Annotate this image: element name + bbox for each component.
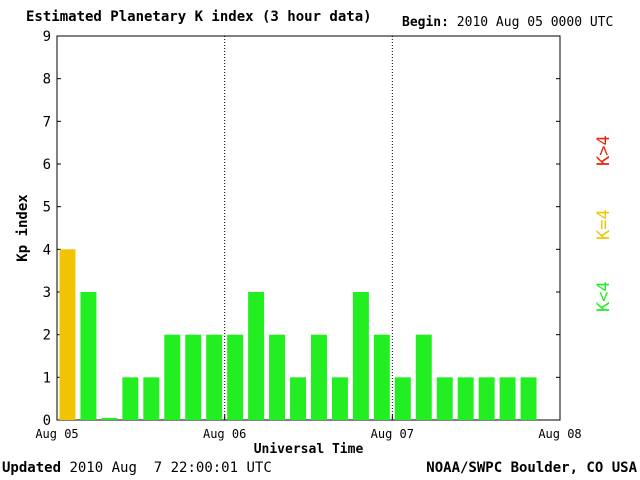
kp-bar — [373, 334, 390, 420]
kp-bar — [80, 292, 97, 420]
kp-bar — [269, 334, 286, 420]
legend-k-equal-4: K=4 — [594, 209, 614, 240]
kp-bar — [457, 377, 474, 420]
y-tick-label: 4 — [43, 242, 51, 258]
kp-bar — [394, 377, 411, 420]
legend-k-equal-4-label: K=4 — [594, 209, 614, 240]
kp-bar — [499, 377, 516, 420]
kp-bar — [415, 334, 432, 420]
y-tick-label: 1 — [43, 370, 51, 386]
updated-label: Updated — [2, 460, 62, 476]
begin-value: 2010 Aug 05 0000 UTC — [456, 15, 614, 30]
updated-timestamp: Updated 2010 Aug 7 22:00:01 UTC — [2, 460, 272, 476]
y-tick-label: 2 — [43, 328, 51, 344]
kp-bar — [436, 377, 453, 420]
x-tick-label: Aug 07 — [371, 427, 414, 441]
legend-k-below-4: K<4 — [594, 281, 614, 312]
kp-bar — [227, 334, 244, 420]
x-tick-label: Aug 08 — [538, 427, 581, 441]
begin-time: Begin: 2010 Aug 05 0000 UTC — [402, 15, 613, 30]
kp-bar — [311, 334, 327, 420]
kp-bar — [122, 377, 139, 420]
kp-bar — [331, 377, 348, 420]
kp-bar — [59, 249, 76, 420]
y-axis-label: Kp index — [15, 194, 31, 262]
kp-bar — [248, 292, 265, 420]
kp-bar — [290, 377, 306, 420]
y-tick-label: 7 — [43, 114, 51, 130]
kp-bar — [352, 292, 369, 420]
kp-bar — [478, 377, 495, 420]
x-tick-label: Aug 05 — [35, 427, 78, 441]
kp-bar — [164, 334, 181, 420]
y-tick-label: 5 — [43, 200, 51, 216]
y-tick-label: 0 — [43, 413, 51, 429]
y-tick-label: 6 — [43, 157, 51, 173]
x-tick-label: Aug 06 — [203, 427, 246, 441]
plot-frame — [56, 35, 561, 421]
begin-label: Begin: — [402, 15, 449, 30]
y-tick-label: 3 — [43, 285, 51, 301]
credit-line: NOAA/SWPC Boulder, CO USA — [426, 460, 637, 476]
legend-k-above-4-label: K>4 — [594, 135, 614, 166]
updated-value: 2010 Aug 7 22:00:01 UTC — [69, 460, 272, 476]
kp-bar — [143, 377, 160, 420]
kp-bar — [206, 334, 223, 420]
kp-bar — [185, 334, 202, 420]
legend-k-below-4-label: K<4 — [594, 281, 614, 312]
legend-k-above-4: K>4 — [594, 135, 614, 166]
kp-bar — [101, 417, 118, 420]
chart-title: Estimated Planetary K index (3 hour data… — [26, 9, 372, 25]
y-tick-label: 9 — [43, 29, 51, 45]
x-axis-label: Universal Time — [254, 442, 364, 457]
kp-bar — [520, 377, 537, 420]
y-tick-label: 8 — [43, 72, 51, 88]
